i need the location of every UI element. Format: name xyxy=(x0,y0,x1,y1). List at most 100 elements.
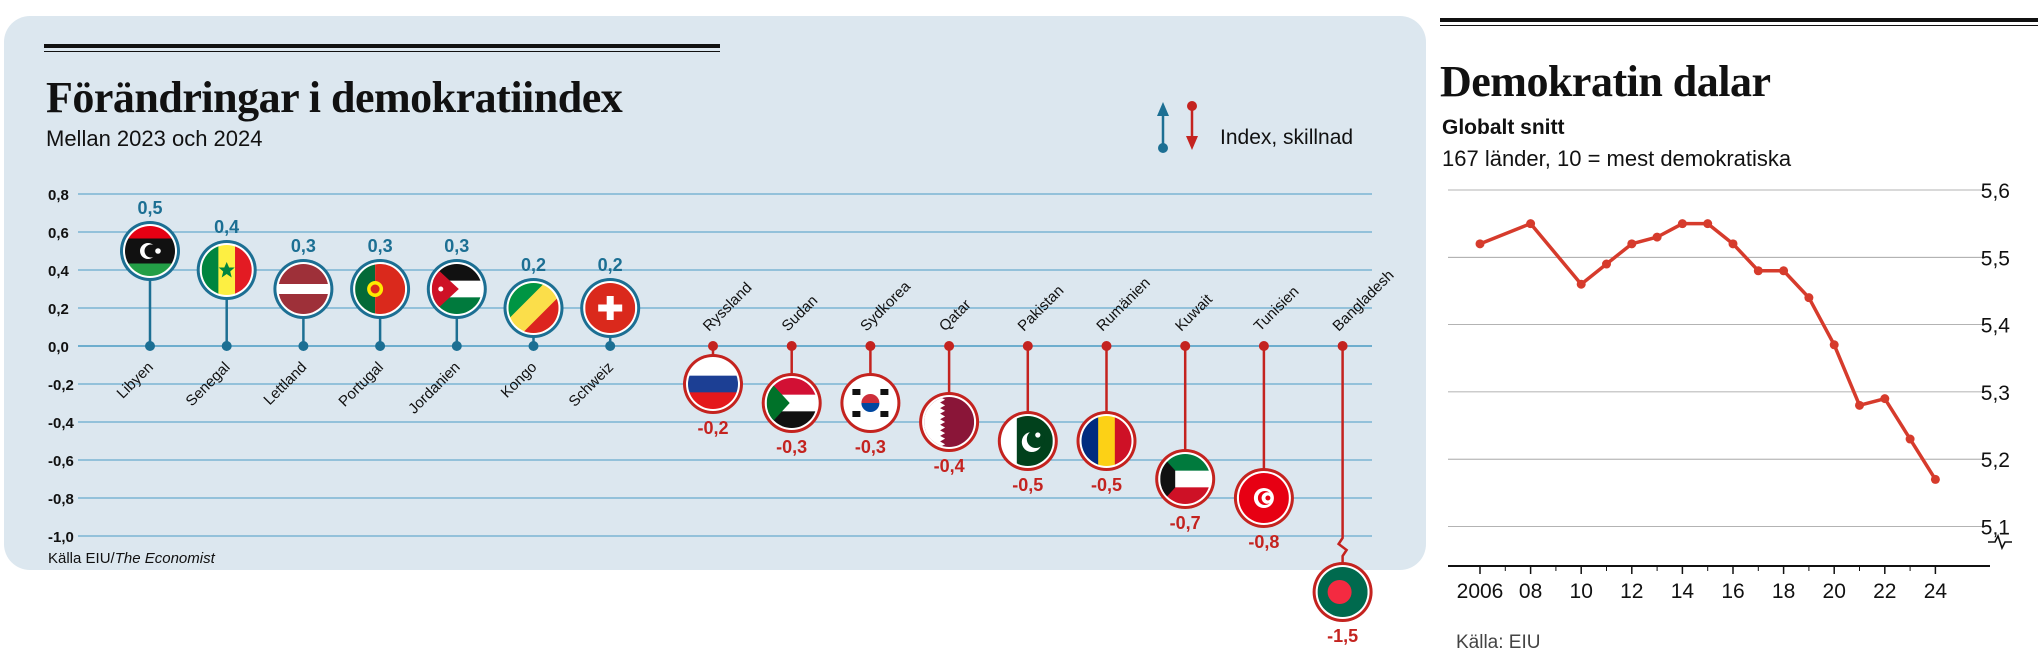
right-title-rule-top xyxy=(1440,18,2038,22)
base-dot xyxy=(145,341,155,351)
y-tick-label: 5,6 xyxy=(1981,180,2010,203)
flag-band xyxy=(278,264,329,284)
star xyxy=(438,286,444,292)
base-dot xyxy=(1101,341,1112,351)
russia-flag-icon xyxy=(688,359,738,409)
bar-sudan: -0,3 Sudan xyxy=(761,292,822,457)
data-point xyxy=(1855,400,1864,410)
x-tick-label: 08 xyxy=(1519,580,1542,603)
star xyxy=(1035,432,1041,438)
taegeuk-blue xyxy=(861,403,880,412)
y-tick-label: 5,3 xyxy=(1981,382,2010,405)
category-label: Tunisien xyxy=(1251,283,1303,335)
value-label: -0,3 xyxy=(855,437,886,457)
legend-up-dot xyxy=(1158,143,1168,153)
base-dot xyxy=(865,341,876,351)
legend-icon xyxy=(1157,101,1198,153)
data-point xyxy=(1576,279,1586,289)
base-dot xyxy=(708,341,718,351)
bar-bangladesh: -1,5 Bangladesh xyxy=(1312,267,1397,646)
y-tick-label: 0,8 xyxy=(48,187,69,204)
legend-up-arrow xyxy=(1157,102,1169,116)
value-label: -0,5 xyxy=(1091,475,1122,495)
value-label: 0,2 xyxy=(598,255,623,275)
triangle xyxy=(766,378,790,428)
legend-label: Index, skillnad xyxy=(1220,126,1354,149)
value-label: 0,2 xyxy=(521,255,546,275)
x-tick-label: 20 xyxy=(1823,580,1846,603)
star xyxy=(155,248,161,254)
flag-band xyxy=(1081,416,1099,466)
flag-band xyxy=(278,284,329,294)
axis-break-icon xyxy=(1988,533,2012,551)
flag-band xyxy=(688,359,738,377)
flag-band xyxy=(201,245,219,295)
flag-band xyxy=(766,378,817,396)
category-label: Schweiz xyxy=(566,359,618,411)
star xyxy=(218,262,235,278)
sudan-flag-icon xyxy=(766,378,817,428)
x-tick-label: 10 xyxy=(1570,580,1593,603)
value-label: 0,4 xyxy=(214,217,239,237)
flag-band xyxy=(688,375,738,393)
legend-down-arrow xyxy=(1186,136,1198,150)
flag-band xyxy=(688,392,738,409)
flag-band xyxy=(278,294,329,314)
data-point xyxy=(1804,293,1814,303)
switzerland-flag-icon xyxy=(585,283,636,333)
y-tick-label: -1,0 xyxy=(48,529,74,546)
series-line xyxy=(1479,221,1937,481)
cross-h xyxy=(598,304,623,312)
bar-kongo: 0,2 Kongo xyxy=(498,255,564,401)
x-tick-label: 22 xyxy=(1873,580,1896,603)
y-tick-label: 5,5 xyxy=(1981,247,2010,270)
right-chart-subtitle: 167 länder, 10 = mest demokratiska xyxy=(1442,146,1792,171)
base-dot xyxy=(221,341,232,351)
data-point xyxy=(1905,434,1915,444)
category-label: Ryssland xyxy=(700,279,756,335)
source-prefix: Källa EIU/ xyxy=(48,550,115,567)
emblem-shield xyxy=(370,284,380,294)
base-dot xyxy=(298,341,309,351)
x-tick-label: 24 xyxy=(1924,580,1948,603)
senegal-flag-icon xyxy=(201,245,252,295)
category-label: Rumänien xyxy=(1093,274,1153,334)
bar-qatar: -0,4 Qatar xyxy=(919,296,980,476)
data-point xyxy=(1753,266,1763,276)
legend-down-dot xyxy=(1187,101,1197,111)
category-label: Sudan xyxy=(779,292,822,335)
value-label: -0,3 xyxy=(776,437,807,457)
y-tick-label: 0,0 xyxy=(48,339,69,356)
bar-tunisien: -0,8 Tunisien xyxy=(1233,283,1303,552)
x-tick-label: 2006 xyxy=(1457,580,1504,603)
flag-band xyxy=(1002,416,1017,466)
base-dot xyxy=(528,341,539,351)
kuwait-flag-icon xyxy=(1160,454,1211,504)
data-point xyxy=(1627,239,1637,249)
base-dot xyxy=(1022,341,1033,351)
data-point xyxy=(1602,259,1611,269)
flag-band xyxy=(235,245,252,295)
flag-band xyxy=(1160,487,1211,504)
line-chart: 5,6 5,5 5,4 5,3 5,2 5,1 2006 08 10 12 14 16 18 20 22 24 xyxy=(1448,180,2012,603)
bar-sydkorea: -0,3 Sydkorea xyxy=(840,278,915,457)
flag-band xyxy=(766,411,817,428)
right-chart-subtitle-bold: Globalt snitt xyxy=(1442,116,1565,139)
bar-libyen: 0,5 Libyen xyxy=(114,198,180,402)
tunisia-flag-icon xyxy=(1238,473,1289,523)
right-title-rule-bottom xyxy=(1440,25,2038,26)
category-label: Libyen xyxy=(114,359,157,402)
trigram xyxy=(880,389,889,395)
y-tick-label: 5,4 xyxy=(1981,315,2011,338)
triangle xyxy=(431,264,459,314)
value-label: -0,7 xyxy=(1170,513,1201,533)
source-publication: The Economist xyxy=(114,550,215,567)
base-dot xyxy=(451,341,462,351)
value-label: -0,2 xyxy=(697,418,728,438)
y-tick-label: -0,6 xyxy=(48,453,74,470)
category-label: Kuwait xyxy=(1172,290,1216,334)
title-rule-top xyxy=(44,44,720,48)
